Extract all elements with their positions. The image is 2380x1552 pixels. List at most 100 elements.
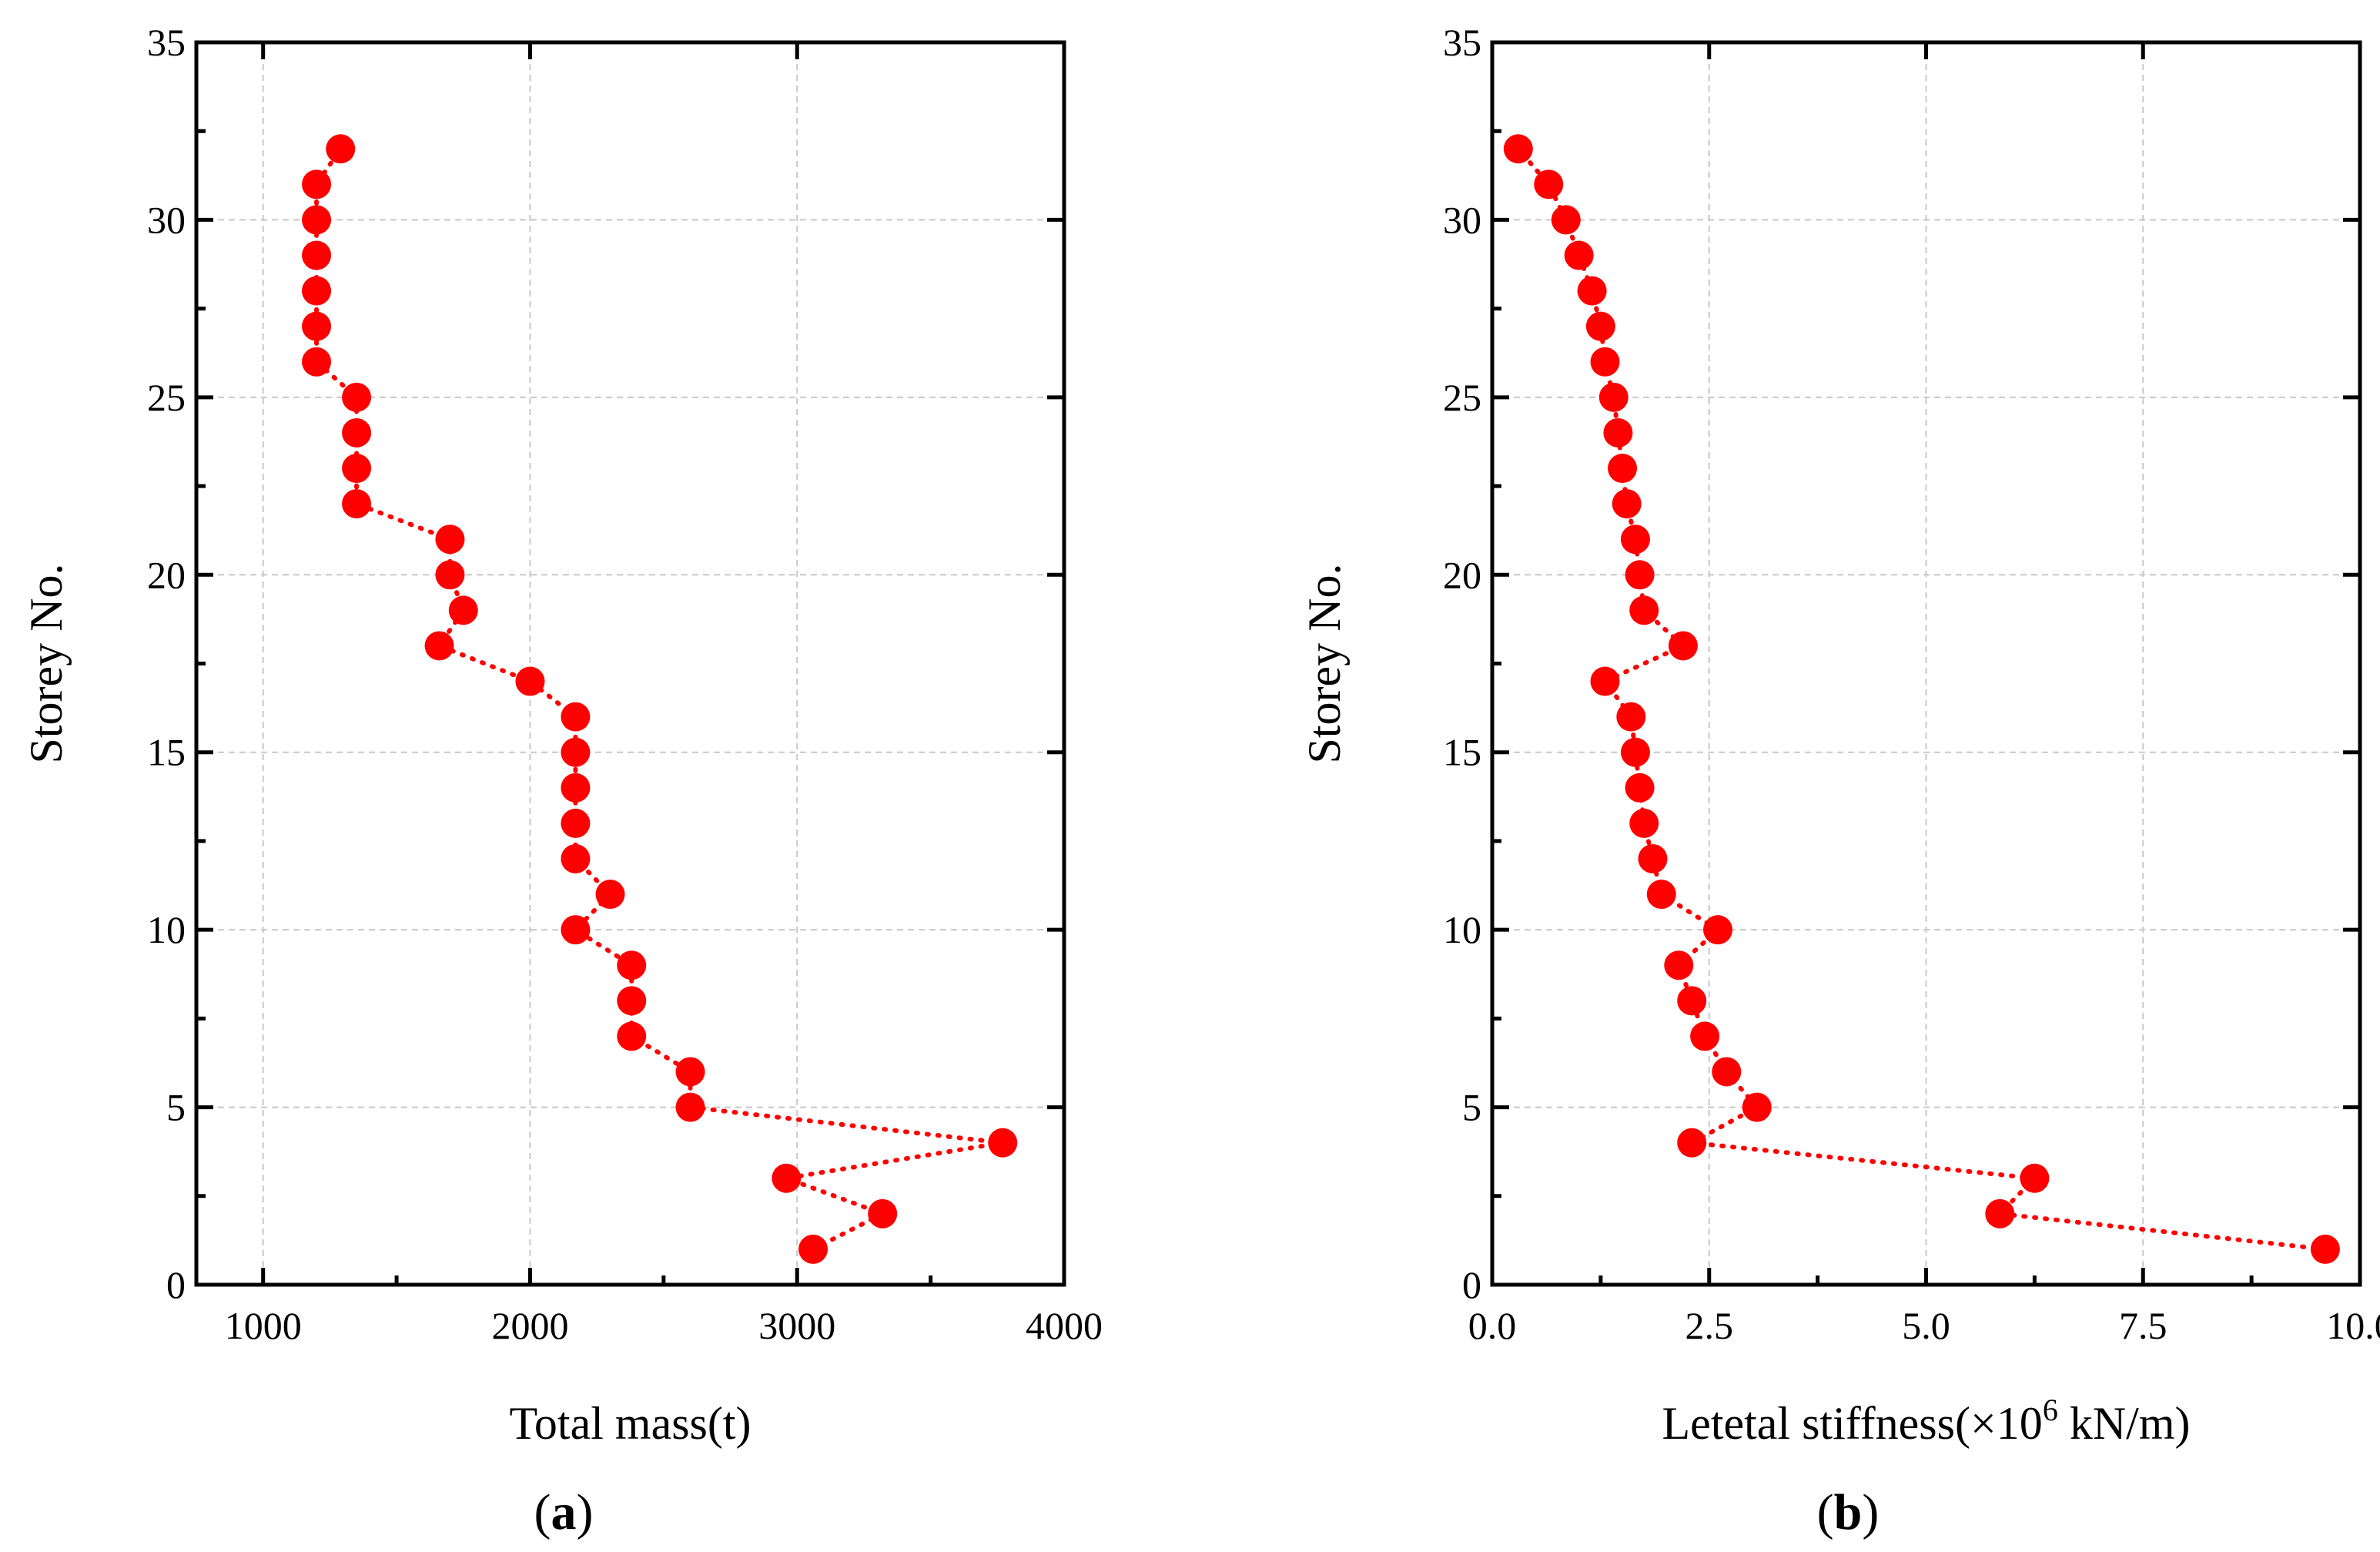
panel-caption: (b) (1817, 1484, 1880, 1540)
data-point (1625, 560, 1655, 590)
data-point (302, 347, 332, 377)
data-point (1564, 240, 1594, 270)
data-point (302, 205, 332, 235)
data-point (342, 382, 372, 412)
x-tick-label: 10.0 (2326, 1304, 2380, 1347)
panel-a: 1000 2000 3000 4000 0 5 10 15 20 25 30 35 Total mass… (21, 21, 1103, 1540)
y-tick-label: 10 (1443, 908, 1481, 951)
data-point (2310, 1234, 2340, 1264)
data-point (302, 240, 332, 270)
data-point (1590, 347, 1620, 377)
data-point (561, 773, 591, 803)
data-point (435, 525, 465, 555)
data-point (1585, 311, 1615, 341)
plot-frame (194, 40, 1066, 1287)
data-point (302, 311, 332, 341)
data-point (1629, 808, 1659, 838)
data-point (1616, 702, 1646, 732)
data-point (675, 1092, 705, 1122)
data-point (1690, 1021, 1720, 1051)
y-tick-label: 15 (1443, 731, 1481, 774)
data-point (1612, 489, 1642, 519)
y-tick-label: 5 (166, 1086, 186, 1129)
y-tick-label: 35 (147, 21, 186, 64)
y-tick-label: 5 (1462, 1086, 1481, 1129)
panel-caption: (a) (534, 1484, 594, 1540)
y-axis-title: Storey No. (21, 564, 72, 764)
x-tick-label: 1000 (225, 1304, 302, 1347)
data-point (302, 169, 332, 199)
data-point (1742, 1092, 1772, 1122)
data-point (1620, 737, 1650, 767)
data-point (798, 1234, 828, 1264)
y-tick-label: 15 (147, 731, 186, 774)
data-point (561, 702, 591, 732)
data-point (675, 1057, 705, 1087)
data-point (617, 986, 647, 1016)
data-point (342, 417, 372, 447)
data-point (1712, 1057, 1742, 1087)
data-point (561, 808, 591, 838)
plot-frame (1490, 40, 2362, 1287)
y-tick-label: 0 (166, 1263, 186, 1306)
data-point (1534, 169, 1564, 199)
data-point (561, 843, 591, 873)
data-point (1590, 666, 1620, 696)
data-point (302, 276, 332, 306)
data-point (1603, 417, 1633, 447)
x-tick-label: 0.0 (1468, 1304, 1517, 1347)
data-point (1668, 631, 1698, 661)
data-point (1629, 595, 1659, 625)
y-axis-title: Storey No. (1299, 564, 1350, 764)
panel-b: 0.0 2.5 5.0 7.5 10.0 0 5 10 15 20 25 30 35 Letetal st… (1299, 21, 2380, 1540)
y-tick-label: 25 (1443, 376, 1481, 419)
data-point (561, 915, 591, 945)
data-point (868, 1198, 898, 1229)
data-point (1551, 205, 1581, 235)
data-point (448, 595, 478, 625)
data-point (1638, 843, 1668, 873)
data-point (342, 454, 372, 484)
data-point (1608, 454, 1638, 484)
y-tick-label: 30 (1443, 198, 1481, 241)
y-tick-label: 25 (147, 376, 186, 419)
x-tick-label: 4000 (1026, 1304, 1103, 1347)
data-point (1664, 950, 1694, 980)
data-point (424, 631, 454, 661)
data-point (1625, 773, 1655, 803)
x-tick-label: 7.5 (2119, 1304, 2167, 1347)
data-point (1620, 525, 1650, 555)
data-point (1985, 1198, 2015, 1229)
x-axis-title: Letetal stiffness(×106 kN/m) (1662, 1393, 2191, 1449)
y-tick-label: 0 (1462, 1263, 1481, 1306)
data-point (515, 666, 545, 696)
data-point (435, 560, 465, 590)
data-point (617, 1021, 647, 1051)
data-point (1503, 134, 1533, 164)
x-tick-label: 5.0 (1902, 1304, 1950, 1347)
data-point (1646, 880, 1676, 910)
data-point (1677, 1128, 1707, 1158)
data-point (1577, 276, 1607, 306)
x-tick-label: 3000 (758, 1304, 835, 1347)
y-tick-label: 10 (147, 908, 186, 951)
data-point (617, 950, 647, 980)
y-tick-label: 20 (147, 553, 186, 596)
data-point (561, 737, 591, 767)
data-point (988, 1128, 1018, 1158)
x-tick-label: 2000 (491, 1304, 568, 1347)
x-tick-label: 2.5 (1685, 1304, 1734, 1347)
y-tick-label: 30 (147, 198, 186, 241)
data-point (326, 134, 356, 164)
data-point (342, 489, 372, 519)
data-point (595, 880, 625, 910)
data-point (1677, 986, 1707, 1016)
data-point (1703, 915, 1733, 945)
series-line (1515, 146, 2328, 1252)
data-point (2020, 1163, 2050, 1193)
data-point (1598, 382, 1629, 412)
y-tick-label: 35 (1443, 21, 1481, 64)
data-point (772, 1163, 802, 1193)
series-line (314, 146, 1003, 1252)
